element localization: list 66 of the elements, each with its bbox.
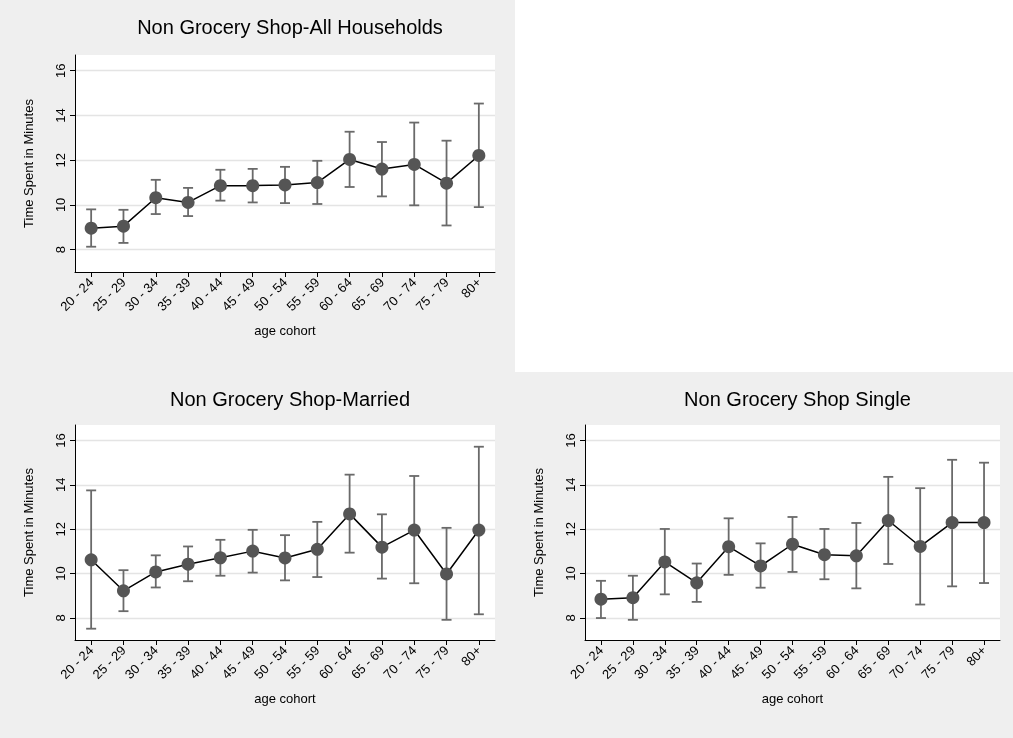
point bbox=[84, 553, 98, 567]
point bbox=[84, 221, 98, 235]
y-axis-title: Time Spent in Minutes bbox=[531, 467, 546, 597]
point bbox=[278, 178, 292, 192]
point bbox=[472, 148, 486, 162]
point bbox=[375, 162, 389, 176]
point bbox=[246, 179, 260, 193]
y-tick-label: 10 bbox=[563, 566, 578, 581]
point bbox=[149, 191, 163, 205]
point bbox=[440, 567, 454, 581]
point bbox=[472, 523, 486, 537]
y-tick-label: 14 bbox=[53, 477, 68, 493]
y-axis-title: Time Spent in Minutes bbox=[21, 98, 36, 228]
y-tick-label: 8 bbox=[563, 614, 578, 622]
point bbox=[375, 540, 389, 554]
point bbox=[407, 523, 421, 537]
chart-title: Non Grocery Shop-Married bbox=[169, 388, 411, 410]
point bbox=[181, 195, 195, 209]
y-axis-title: Time Spent in Minutes bbox=[21, 467, 36, 597]
point bbox=[722, 540, 736, 554]
chart-title: Non Grocery Shop Single bbox=[684, 388, 911, 410]
point bbox=[786, 537, 799, 551]
x-tick-label: 80+ bbox=[457, 642, 485, 669]
point bbox=[213, 179, 227, 193]
x-tick-label: 80+ bbox=[457, 274, 485, 301]
point bbox=[658, 555, 672, 569]
point bbox=[213, 551, 227, 565]
point bbox=[594, 592, 608, 606]
y-tick-label: 16 bbox=[53, 433, 68, 448]
point bbox=[849, 549, 863, 563]
point bbox=[754, 559, 768, 573]
point bbox=[343, 152, 357, 166]
y-tick-label: 12 bbox=[53, 152, 68, 168]
point bbox=[246, 544, 260, 558]
x-tick-label: 80+ bbox=[963, 642, 990, 669]
point bbox=[116, 219, 130, 233]
point bbox=[690, 576, 704, 590]
point bbox=[116, 584, 130, 598]
y-tick-label: 8 bbox=[53, 614, 68, 622]
y-tick-label: 10 bbox=[53, 197, 68, 213]
chart-title: Non Grocery Shop-All Households bbox=[137, 16, 443, 38]
y-tick-label: 14 bbox=[563, 477, 578, 493]
point bbox=[945, 516, 959, 530]
point bbox=[913, 539, 927, 553]
point bbox=[343, 507, 357, 521]
x-axis-title: age cohort bbox=[254, 323, 317, 338]
point bbox=[278, 551, 292, 565]
point bbox=[817, 548, 831, 562]
y-tick-label: 12 bbox=[53, 521, 68, 537]
x-axis-title: age cohort bbox=[761, 691, 824, 706]
point bbox=[440, 176, 454, 190]
y-tick-label: 16 bbox=[563, 433, 578, 448]
point bbox=[181, 557, 195, 571]
y-tick-label: 12 bbox=[563, 521, 578, 537]
point bbox=[149, 565, 163, 579]
point bbox=[881, 514, 895, 528]
y-tick-label: 8 bbox=[53, 246, 68, 254]
point bbox=[977, 516, 991, 530]
y-tick-label: 10 bbox=[53, 566, 68, 581]
point bbox=[626, 591, 640, 605]
point bbox=[310, 176, 324, 190]
y-tick-label: 16 bbox=[53, 63, 68, 78]
x-axis-title: age cohort bbox=[254, 691, 317, 706]
y-tick-label: 14 bbox=[53, 108, 68, 123]
point bbox=[310, 542, 324, 556]
point bbox=[407, 157, 421, 171]
